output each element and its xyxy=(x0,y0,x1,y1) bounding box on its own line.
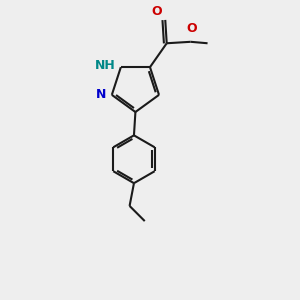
Text: O: O xyxy=(186,22,196,34)
Text: O: O xyxy=(151,5,162,19)
Text: N: N xyxy=(96,88,106,101)
Text: NH: NH xyxy=(95,59,116,72)
